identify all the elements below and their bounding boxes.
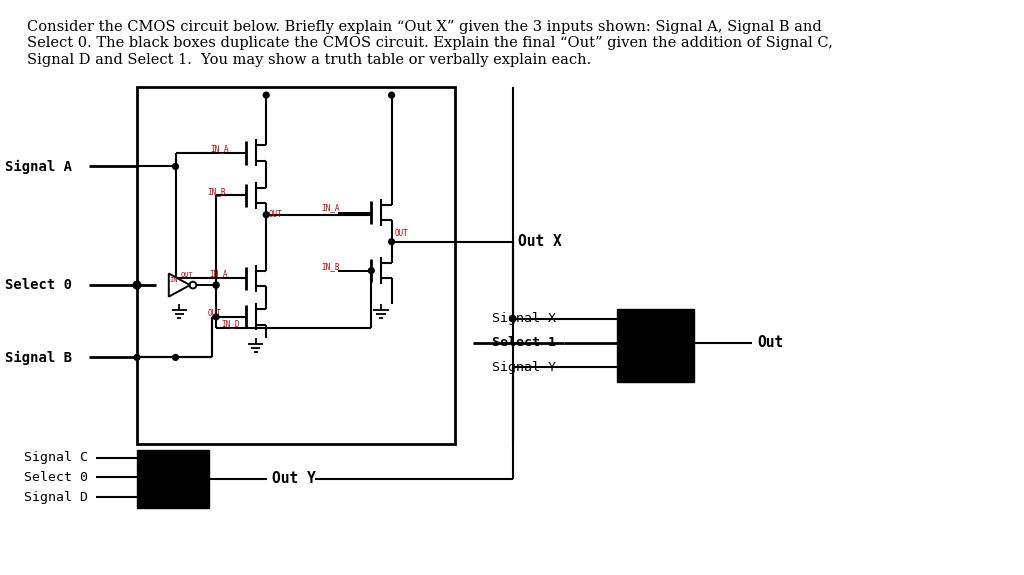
Text: IN_B: IN_B [322,262,340,271]
Text: Select 0. The black boxes duplicate the CMOS circuit. Explain the final “Out” gi: Select 0. The black boxes duplicate the … [27,36,833,50]
Circle shape [213,282,219,288]
Text: IN_A: IN_A [322,204,340,212]
Text: IN_A: IN_A [210,144,228,152]
Circle shape [213,282,219,288]
Text: OUT: OUT [394,229,409,239]
Text: Select 1: Select 1 [492,336,556,350]
Text: Signal Y: Signal Y [492,361,556,374]
Circle shape [213,314,219,320]
Circle shape [263,92,269,98]
Text: IN_B: IN_B [207,187,226,196]
Text: OUT: OUT [207,309,221,317]
Circle shape [263,212,269,217]
Text: Out Y: Out Y [272,472,315,486]
Text: Signal D and Select 1.  You may show a truth table or verbally explain each.: Signal D and Select 1. You may show a tr… [27,53,591,67]
Text: IN: IN [170,277,178,283]
Text: Signal A: Signal A [5,159,72,174]
Text: Signal D: Signal D [25,491,88,504]
Circle shape [173,355,178,361]
Text: Out: Out [757,335,783,350]
Text: Consider the CMOS circuit below. Briefly explain “Out X” given the 3 inputs show: Consider the CMOS circuit below. Briefly… [27,20,821,34]
Text: Select 0: Select 0 [25,470,88,484]
Text: IN_A: IN_A [209,269,227,278]
Circle shape [510,316,516,322]
Text: OUT: OUT [269,210,283,219]
Text: Signal C: Signal C [25,451,88,464]
Bar [137,87,456,444]
Circle shape [173,163,178,170]
Text: Out X: Out X [518,234,561,249]
Text: Select 0: Select 0 [5,278,72,292]
Circle shape [389,239,394,244]
Text: IN_D: IN_D [221,319,240,328]
Circle shape [389,92,394,98]
Text: Signal X: Signal X [492,312,556,325]
Bar [617,309,694,382]
Text: OUT: OUT [180,273,194,278]
Circle shape [133,281,141,289]
Circle shape [134,355,140,361]
Circle shape [369,268,374,274]
Bar [137,450,209,508]
Text: Signal B: Signal B [5,350,72,365]
